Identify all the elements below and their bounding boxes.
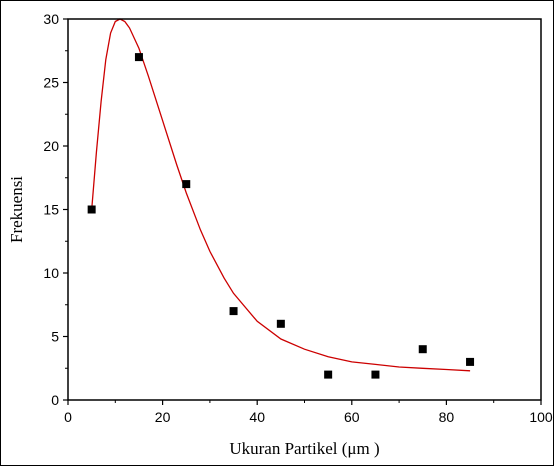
data-point [418, 345, 427, 354]
data-points [87, 53, 475, 379]
data-point [229, 307, 238, 316]
x-tick-label: 20 [155, 409, 171, 425]
y-tick-label: 15 [43, 202, 59, 218]
y-tick-label: 10 [43, 265, 59, 281]
x-tick-label: 40 [249, 409, 265, 425]
y-axis-ticks: 0 5 10 15 20 25 30 [43, 11, 68, 408]
data-point [324, 370, 333, 379]
axes-box [67, 18, 542, 401]
y-axis-title: Frekuensi [7, 176, 26, 243]
y-tick-label: 30 [43, 11, 59, 27]
data-point [134, 53, 143, 62]
data-point [371, 370, 380, 379]
data-point [182, 180, 191, 189]
x-tick-label: 0 [64, 409, 72, 425]
x-tick-label: 80 [439, 409, 455, 425]
y-tick-label: 20 [43, 138, 59, 154]
x-tick-label: 100 [529, 409, 553, 425]
x-axis-ticks: 0 20 40 60 80 100 [64, 400, 553, 425]
x-tick-label: 60 [344, 409, 360, 425]
y-tick-label: 25 [43, 75, 59, 91]
y-tick-label: 0 [51, 392, 59, 408]
y-tick-label: 5 [51, 329, 59, 345]
fit-curve-line [91, 18, 471, 372]
x-axis-title: Ukuran Partikel (μm ) [229, 439, 379, 458]
data-point [466, 357, 475, 366]
data-point [87, 205, 96, 214]
data-point [276, 319, 285, 328]
plot-area [87, 18, 475, 379]
